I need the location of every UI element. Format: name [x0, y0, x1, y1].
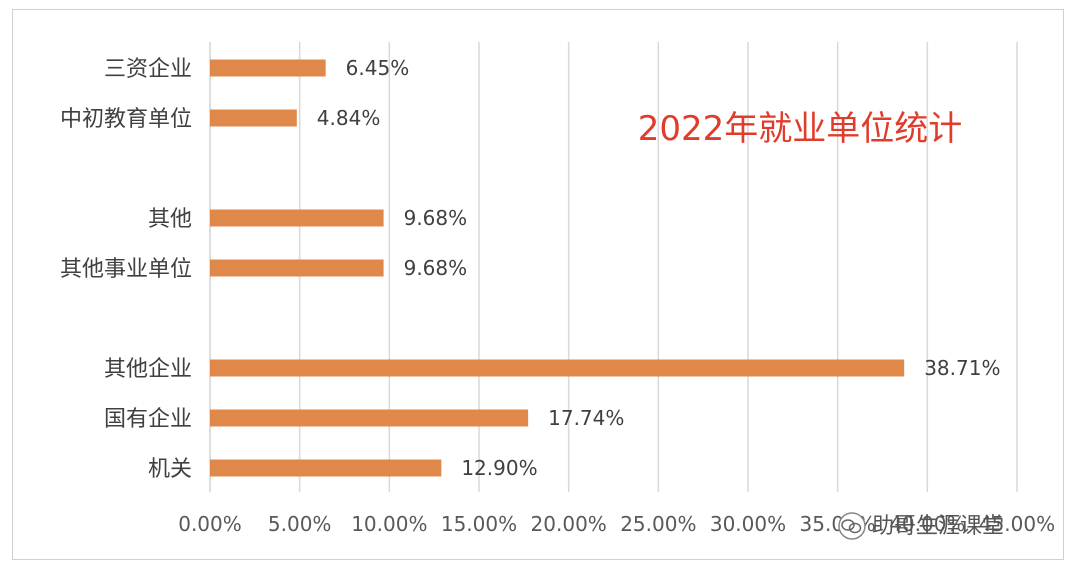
category-label: 其他企业 [104, 357, 192, 382]
x-tick-label: 30.00% [710, 512, 786, 536]
watermark: 助哥生涯课堂 [838, 512, 1004, 540]
data-label: 6.45% [346, 56, 410, 80]
x-tick-label: 40.00% [889, 512, 965, 536]
bar [210, 409, 529, 427]
x-tick-label: 0.00% [178, 512, 242, 536]
bar [210, 359, 905, 377]
data-label: 9.68% [404, 256, 468, 280]
bar [210, 459, 442, 477]
data-label: 4.84% [317, 106, 381, 130]
category-label: 其他 [148, 207, 192, 232]
x-tick-label: 25.00% [620, 512, 696, 536]
bar [210, 259, 384, 277]
chart-title: 2022年就业单位统计 [638, 109, 963, 149]
bar [210, 59, 326, 77]
x-tick-label: 45.00% [979, 512, 1055, 536]
bar [210, 109, 297, 127]
data-label: 9.68% [404, 206, 468, 230]
data-label: 38.71% [924, 356, 1000, 380]
category-label: 中初教育单位 [60, 107, 192, 132]
bar [210, 209, 384, 227]
wechat-icon [838, 512, 866, 540]
x-tick-label: 20.00% [531, 512, 607, 536]
bars [210, 59, 905, 477]
x-tick-label: 5.00% [268, 512, 332, 536]
data-label: 12.90% [461, 456, 537, 480]
x-tick-label: 15.00% [441, 512, 517, 536]
watermark-text: 助哥生涯课堂 [872, 514, 1004, 539]
category-label: 其他事业单位 [60, 257, 192, 282]
chart-frame [12, 9, 1064, 560]
value-labels: 6.45% 4.84% 9.68% 9.68% 38.71% 17.74% 12.90% [317, 56, 1001, 480]
category-label: 三资企业 [104, 57, 192, 82]
category-label: 机关 [148, 457, 192, 482]
x-tick-label: 10.00% [351, 512, 427, 536]
data-label: 17.74% [548, 406, 624, 430]
category-label: 国有企业 [104, 407, 192, 432]
x-tick-labels: 0.00% 5.00% 10.00% 15.00% 20.00% 25.00% 30.00%… [178, 512, 1055, 536]
